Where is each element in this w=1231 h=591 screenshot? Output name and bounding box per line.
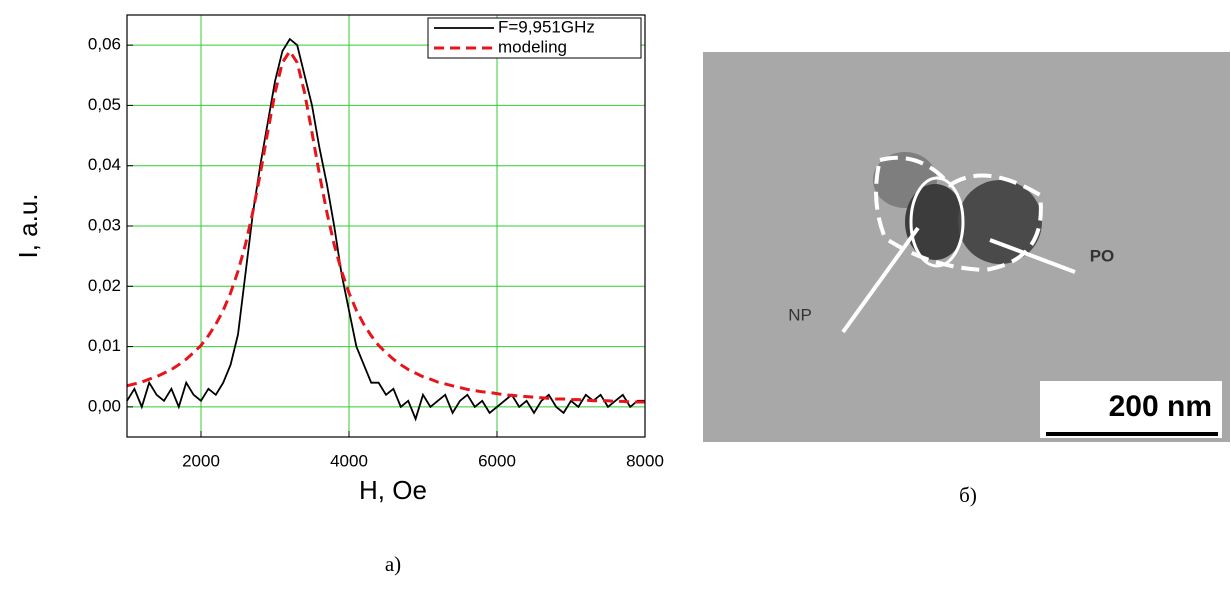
y-tick-label: 0,00	[88, 396, 121, 415]
data-line	[126, 37, 645, 422]
outline-po	[874, 155, 1043, 273]
scale-bar-label: 200 nm	[1109, 390, 1212, 423]
y-tick-label: 0,05	[88, 95, 121, 114]
micrograph: NP PO 200 nm б)	[703, 52, 1230, 507]
legend-box	[427, 17, 642, 59]
photo-label: PO	[1090, 246, 1115, 265]
x-tick-label: 4000	[330, 451, 368, 470]
x-axis-label: H, Oe	[359, 475, 427, 505]
legend-label: F=9,951GHz	[498, 17, 595, 36]
x-tick-label: 2000	[182, 451, 220, 470]
pointer-np	[841, 226, 920, 334]
y-tick-label: 0,02	[88, 276, 121, 295]
blob	[958, 180, 1042, 264]
y-tick-label: 0,06	[88, 35, 121, 54]
x-tick-label: 8000	[626, 451, 664, 470]
legend-label: modeling	[498, 37, 567, 56]
photo-caption: б)	[959, 483, 977, 507]
blob	[905, 184, 965, 260]
y-tick-label: 0,03	[88, 215, 121, 234]
outline-np	[909, 176, 965, 268]
plot-frame	[126, 14, 646, 438]
x-tick-label: 6000	[478, 451, 516, 470]
scale-bar-box	[1040, 381, 1222, 438]
y-axis-label: I, a.u.	[13, 193, 43, 258]
pointer-po	[989, 238, 1076, 274]
chart-caption: a)	[385, 552, 401, 576]
photo-label: NP	[788, 305, 812, 324]
data-line	[126, 48, 645, 404]
y-tick-label: 0,01	[88, 336, 121, 355]
y-tick-label: 0,04	[88, 155, 121, 174]
